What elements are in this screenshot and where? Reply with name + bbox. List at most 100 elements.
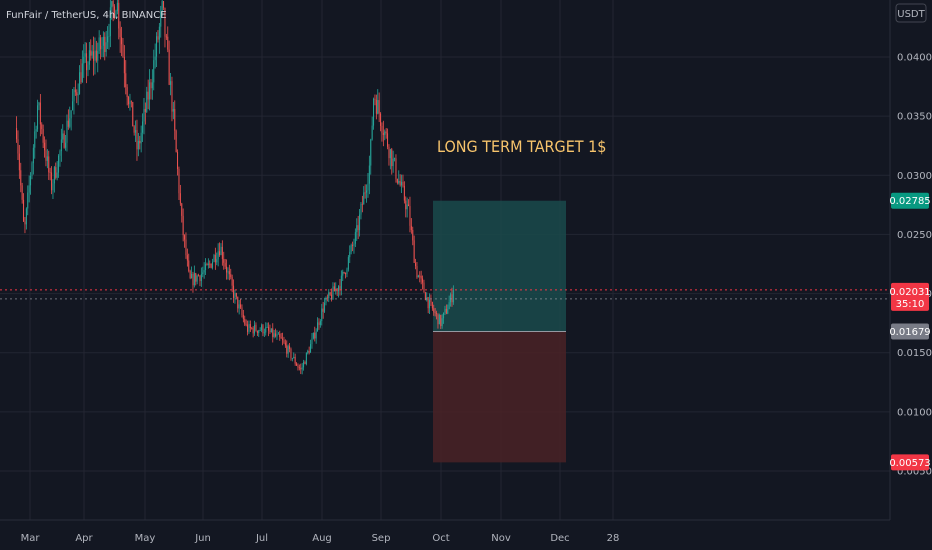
candle-body — [79, 72, 81, 95]
candle-body — [431, 302, 433, 309]
candle-body — [196, 275, 198, 282]
candle-body — [310, 344, 312, 353]
candle-body — [447, 309, 449, 314]
candle-body — [405, 200, 407, 210]
candle-body — [46, 156, 48, 161]
time-tick-label: Nov — [491, 533, 511, 544]
candle-body — [307, 350, 309, 353]
candle-body — [255, 324, 257, 331]
candle-body — [256, 330, 258, 333]
candle-body — [315, 331, 317, 339]
candle-body — [270, 328, 272, 333]
candle-body — [49, 172, 51, 173]
candle-countdown: 35:10 — [896, 299, 925, 310]
candle-body — [240, 304, 242, 308]
candle-body — [391, 149, 393, 167]
candle-body — [408, 204, 410, 207]
candle-body — [72, 101, 74, 111]
candle-body — [119, 28, 121, 38]
candle-body — [297, 365, 299, 368]
candle-body — [52, 183, 54, 191]
candle-body — [193, 273, 195, 286]
candle-body — [409, 206, 411, 226]
candle-body — [296, 363, 298, 366]
candle-body — [398, 181, 400, 183]
candle-body — [433, 308, 435, 313]
candle-body — [254, 324, 256, 334]
candle-body — [322, 308, 324, 312]
candle-body — [237, 296, 239, 309]
candle-body — [366, 190, 368, 193]
candle-body — [437, 313, 439, 325]
candle-body — [73, 89, 75, 102]
candle-body — [451, 294, 453, 303]
candle-body — [434, 312, 436, 314]
candle-body — [360, 203, 362, 215]
candle-body — [91, 51, 93, 56]
candle-body — [39, 102, 41, 125]
candle-body — [415, 262, 417, 267]
candle-body — [109, 7, 111, 37]
candle-body — [42, 129, 44, 143]
candle-body — [37, 105, 39, 130]
candle-body — [181, 203, 183, 216]
candle-body — [392, 158, 394, 167]
candle-body — [167, 36, 169, 50]
candle-body — [422, 278, 424, 283]
candle-body — [318, 322, 320, 325]
candle-body — [441, 318, 443, 327]
candle-body — [261, 325, 263, 331]
price-badge-label: 0.00573 — [889, 458, 930, 469]
candle-body — [153, 60, 155, 83]
candle-body — [97, 51, 99, 61]
candle-body — [382, 133, 384, 135]
price-tick-label: 0.00500 — [897, 467, 932, 478]
candle-body — [311, 338, 313, 345]
candle-body — [144, 108, 146, 112]
candle-body — [319, 321, 321, 325]
candle-body — [363, 192, 365, 205]
candle-body — [235, 293, 237, 297]
long-position-tool[interactable] — [433, 200, 566, 463]
candle-body — [35, 129, 37, 132]
candle-body — [115, 11, 117, 19]
candle-body — [364, 192, 366, 194]
candle-body — [165, 36, 167, 38]
candle-body — [69, 118, 71, 127]
price-badge — [891, 454, 929, 471]
symbol-title[interactable]: FunFair / TetherUS, 4h, BINANCE — [6, 10, 167, 21]
candle-body — [273, 333, 275, 337]
candle-body — [199, 275, 201, 282]
candle-body — [373, 98, 375, 126]
candle-body — [277, 333, 279, 335]
time-tick-label: 28 — [607, 533, 620, 544]
candle-body — [279, 333, 281, 338]
candle-body — [345, 272, 347, 275]
time-axis[interactable]: Mar Apr May Jun Jul Aug Sep Oct Nov Dec 28 — [0, 519, 932, 550]
candle-body — [242, 314, 244, 319]
candle-body — [105, 42, 107, 52]
candle-body — [87, 64, 89, 71]
time-tick-label: Aug — [312, 533, 332, 544]
candle-body — [210, 263, 212, 268]
candle-body — [289, 346, 291, 349]
candle-body — [389, 149, 391, 159]
candle-body — [370, 139, 372, 166]
price-lines — [0, 289, 890, 300]
price-badge — [891, 323, 929, 340]
candle-body — [438, 314, 440, 325]
chart-annotation[interactable]: LONG TERM TARGET 1$ — [437, 137, 606, 156]
candle-body — [81, 63, 83, 83]
candle-body — [251, 327, 253, 329]
currency-label[interactable]: USDT — [895, 3, 927, 23]
candle-body — [347, 257, 349, 270]
candle-body — [150, 82, 152, 89]
candle-body — [353, 243, 355, 246]
candle-body — [417, 275, 419, 278]
candle-body — [293, 356, 295, 359]
candle-body — [352, 245, 354, 246]
candle-body — [245, 324, 247, 326]
candle-body — [202, 272, 204, 275]
candle-body — [412, 229, 414, 241]
